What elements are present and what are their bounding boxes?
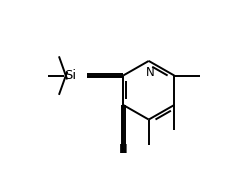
Text: N: N [119, 143, 127, 156]
Text: Si: Si [64, 69, 76, 82]
Text: N: N [146, 65, 155, 78]
